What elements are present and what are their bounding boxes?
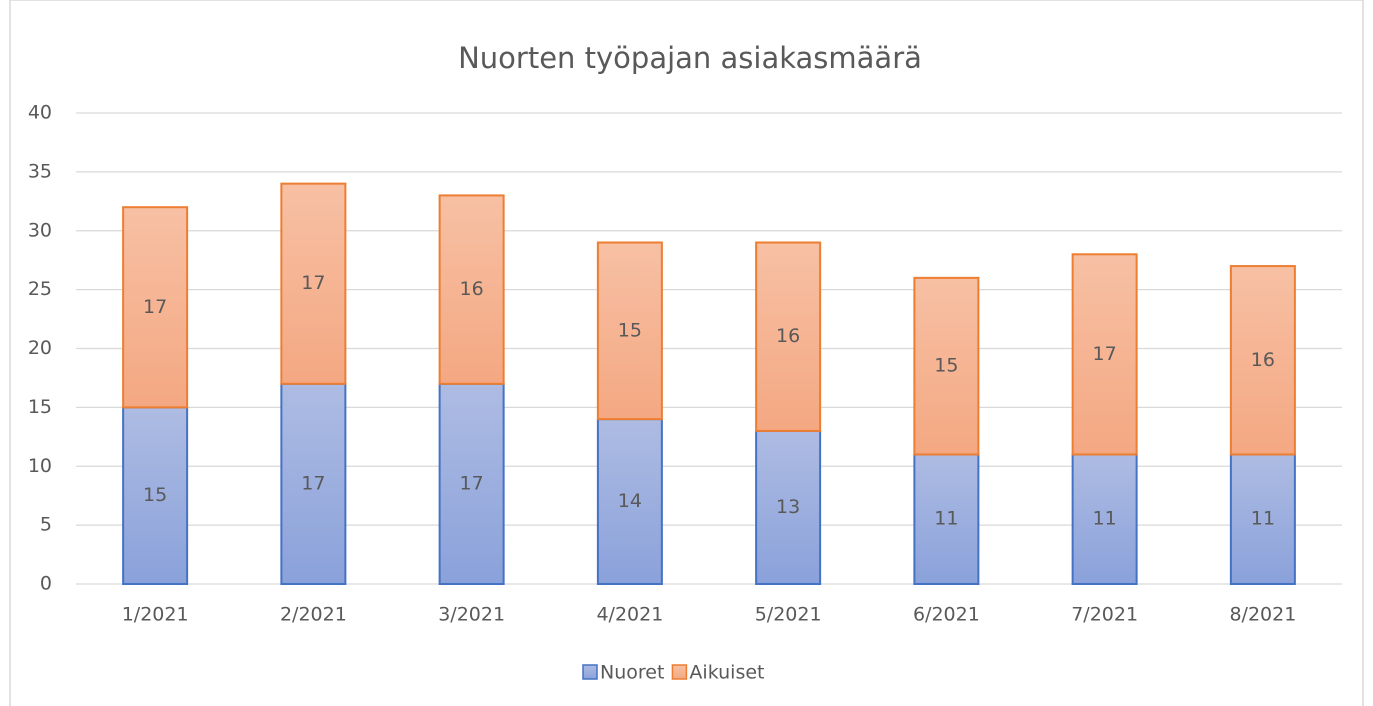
y-tick-label: 0: [40, 573, 52, 595]
data-label: 15: [143, 484, 167, 506]
data-label: 17: [1093, 343, 1117, 365]
bar-segment: [755, 429, 822, 585]
y-tick-label: 5: [40, 514, 52, 536]
y-tick-label: 15: [28, 396, 52, 418]
data-label: 11: [1251, 508, 1275, 530]
legend-label: Nuoret: [600, 662, 664, 684]
chart-frame: [9, 0, 1364, 706]
data-label: 17: [460, 472, 484, 494]
legend-swatch: [671, 664, 688, 680]
x-tick-label: 7/2021: [1071, 604, 1138, 626]
data-label: 11: [1093, 508, 1117, 530]
data-label: 15: [934, 355, 958, 377]
bar-segment: [280, 182, 347, 385]
data-label: 13: [776, 496, 800, 518]
legend-swatch: [582, 664, 598, 680]
bar-segment: [438, 194, 505, 385]
x-tick-label: 4/2021: [596, 604, 663, 626]
data-label: 15: [618, 319, 642, 341]
data-label: 16: [1251, 349, 1275, 371]
legend-label: Aikuiset: [689, 662, 764, 684]
bar-segment: [122, 406, 189, 585]
chart-title: Nuorten työpajan asiakasmäärä: [458, 41, 922, 75]
y-tick-label: 25: [28, 278, 52, 300]
data-label: 17: [301, 272, 325, 294]
y-tick-label: 30: [28, 219, 52, 241]
data-label: 16: [776, 325, 800, 347]
bar-segment: [1229, 453, 1296, 585]
x-tick-label: 8/2021: [1229, 604, 1296, 626]
bar-segment: [596, 241, 663, 421]
x-tick-label: 2/2021: [280, 604, 347, 626]
x-tick-label: 6/2021: [913, 604, 980, 626]
x-tick-label: 5/2021: [755, 604, 822, 626]
bar-segment: [1229, 265, 1296, 456]
y-tick-label: 35: [28, 160, 52, 182]
x-tick-label: 3/2021: [438, 604, 505, 626]
y-tick-label: 40: [28, 102, 52, 124]
data-label: 16: [460, 278, 484, 300]
data-label: 17: [301, 472, 325, 494]
y-tick-label: 10: [28, 455, 52, 477]
y-tick-label: 20: [28, 337, 52, 359]
x-tick-label: 1/2021: [122, 604, 189, 626]
bar-segment: [1071, 253, 1138, 456]
data-label: 14: [618, 490, 642, 512]
data-label: 17: [143, 296, 167, 318]
bar-segment: [913, 276, 980, 456]
data-label: 11: [934, 508, 958, 530]
bar-segment: [755, 241, 822, 432]
bar-segment: [122, 206, 189, 409]
